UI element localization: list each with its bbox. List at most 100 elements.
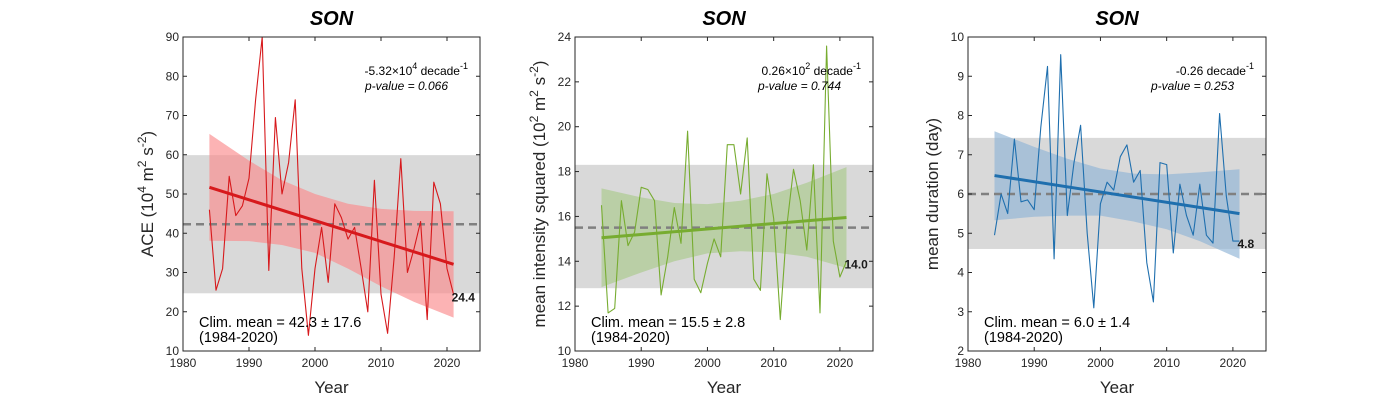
data-point	[614, 308, 615, 309]
clim-mean-annotation: Clim. mean = 15.5 ± 2.8	[591, 315, 745, 331]
clim-mean-annotation: Clim. mean = 6.0 ± 1.4	[984, 315, 1130, 331]
trend-coef: -5.32×10	[365, 64, 413, 78]
data-point	[680, 243, 681, 244]
data-point	[667, 256, 668, 257]
data-point	[1206, 235, 1207, 236]
data-point	[361, 268, 362, 269]
data-point	[780, 319, 781, 320]
panel-title: SON	[1095, 8, 1139, 30]
data-point	[1186, 215, 1187, 216]
y-axis-label-text: ACE (10	[138, 193, 157, 257]
data-point	[367, 311, 368, 312]
y-tick-label: 40	[166, 226, 180, 240]
y-tick-label: 7	[957, 148, 964, 162]
data-point	[1226, 195, 1227, 196]
data-point	[727, 144, 728, 145]
y-axis-label-text: s	[138, 147, 157, 160]
y-tick-label: 3	[957, 305, 964, 319]
data-point	[1219, 113, 1220, 114]
x-tick-label: 1980	[955, 356, 982, 370]
data-point	[1133, 182, 1134, 183]
data-point	[634, 232, 635, 233]
x-tick-label: 1990	[628, 356, 655, 370]
trend-coef: 0.26×10	[762, 64, 806, 78]
x-tick-label: 2020	[434, 356, 461, 370]
y-axis-label-sup: 2	[527, 90, 541, 97]
data-point	[1087, 233, 1088, 234]
x-tick-label: 2000	[1087, 356, 1114, 370]
data-point	[1199, 184, 1200, 185]
data-point	[1146, 262, 1147, 263]
p-value-annotation: p-value = 0.744	[757, 79, 841, 93]
data-point	[1007, 213, 1008, 214]
y-tick-label: 90	[166, 30, 180, 44]
data-point	[1212, 242, 1213, 243]
data-point	[800, 200, 801, 201]
trend-coef-exp: 2	[805, 61, 810, 71]
data-point	[1173, 252, 1174, 253]
data-point	[400, 158, 401, 159]
y-axis-label-text: mean duration (day)	[923, 118, 942, 270]
data-point	[387, 333, 388, 334]
data-point	[687, 131, 688, 132]
panel-1: 1980 1990 2000 2010 2020 10 20 30 40 50 60 70 80 90 SO…	[135, 8, 481, 397]
trend-unit-exp: -1	[460, 61, 468, 71]
data-point	[1140, 170, 1141, 171]
panel-title: SON	[702, 8, 746, 30]
data-point	[354, 227, 355, 228]
y-tick-label: 10	[558, 344, 572, 358]
trend-unit: decade	[810, 64, 853, 78]
data-point	[328, 282, 329, 283]
y-axis-label-text: mean intensity squared (10	[530, 122, 549, 327]
data-point	[288, 162, 289, 163]
trend-coef-exp: 4	[412, 61, 417, 71]
y-tick-label: 4	[957, 266, 964, 280]
y-tick-label: 18	[558, 165, 572, 179]
data-series-line	[600, 45, 848, 321]
y-tick-label: 2	[957, 344, 964, 358]
clim-period-annotation: (1984-2020)	[591, 330, 670, 346]
y-tick-label: 80	[166, 69, 180, 83]
data-point	[674, 207, 675, 208]
data-point	[1232, 241, 1233, 242]
data-point	[268, 270, 269, 271]
data-point	[1166, 164, 1167, 165]
data-point	[1073, 162, 1074, 163]
data-point	[1159, 162, 1160, 163]
data-point	[341, 217, 342, 218]
last-value-label: 4.8	[1238, 237, 1255, 251]
data-point	[740, 193, 741, 194]
y-tick-label: 20	[166, 305, 180, 319]
data-point	[713, 238, 714, 239]
y-axis-label-sup: 2	[135, 160, 149, 167]
trend-rate-annotation: -0.26 decade-1	[1176, 61, 1254, 78]
clim-period-annotation: (1984-2020)	[199, 330, 278, 346]
data-point	[1113, 189, 1114, 190]
data-point	[301, 268, 302, 269]
trend-line	[994, 174, 1240, 216]
data-point	[608, 312, 609, 313]
data-point	[440, 203, 441, 204]
clim-period-annotation: (1984-2020)	[984, 330, 1063, 346]
x-axis-label: Year	[314, 378, 349, 397]
data-point	[209, 209, 210, 210]
x-tick-label: 1980	[170, 356, 197, 370]
data-series-line	[993, 54, 1240, 309]
data-point	[1120, 156, 1121, 157]
p-value-annotation: p-value = 0.066	[364, 79, 448, 93]
trend-coef: -0.26	[1176, 64, 1204, 78]
y-axis-label-sup: 4	[135, 186, 149, 193]
data-point	[839, 276, 840, 277]
data-point	[641, 187, 642, 188]
y-tick-label: 9	[957, 69, 964, 83]
y-tick-label: 30	[166, 266, 180, 280]
y-axis-label: mean intensity squared (102 m2 s-2)	[527, 61, 549, 328]
data-point	[733, 144, 734, 145]
data-point	[1014, 138, 1015, 139]
data-point	[766, 173, 767, 174]
trend-unit-exp: -1	[1246, 61, 1254, 71]
data-point	[275, 117, 276, 118]
y-tick-label: 14	[558, 254, 572, 268]
y-tick-label: 50	[166, 187, 180, 201]
